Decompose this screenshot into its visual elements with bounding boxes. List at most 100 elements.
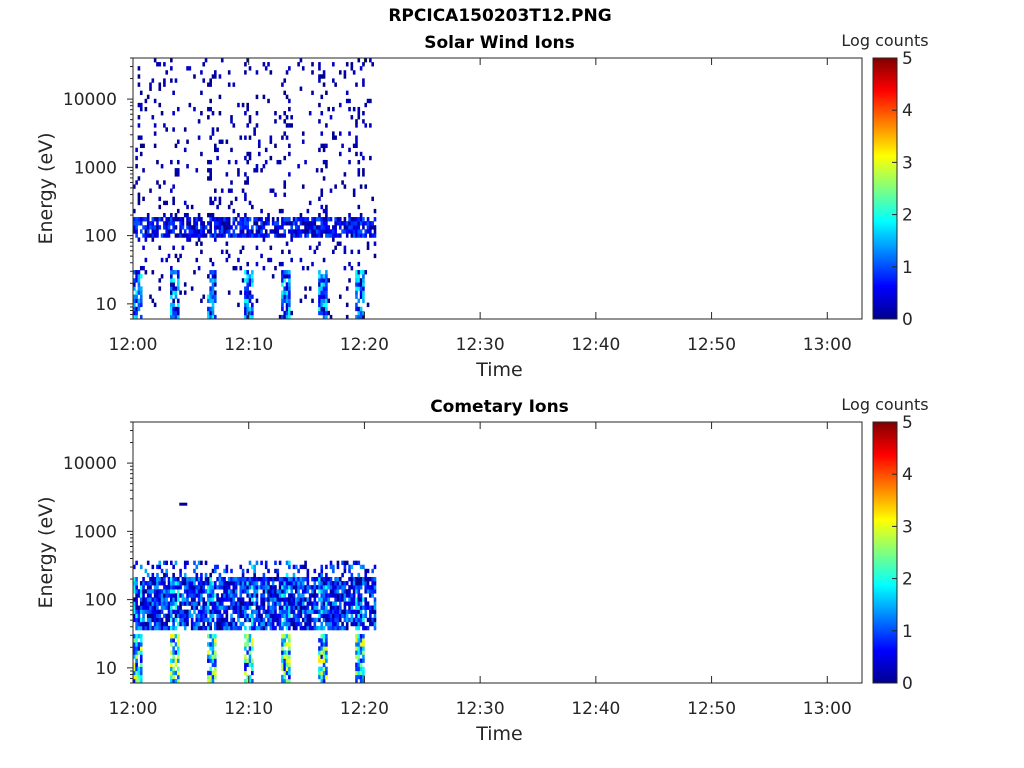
heatmap-cell (325, 605, 328, 610)
heatmap-cell (332, 78, 335, 83)
heatmap-cell (318, 609, 321, 614)
heatmap-cell (338, 605, 342, 610)
heatmap-cell (327, 609, 331, 614)
heatmap-cell (188, 237, 192, 242)
heatmap-cell (133, 674, 136, 680)
heatmap-cell (359, 221, 363, 226)
heatmap-cell (318, 66, 321, 71)
heatmap-cell (257, 217, 261, 222)
heatmap-cell (193, 560, 196, 566)
heatmap-cell (156, 229, 159, 234)
heatmap-cell (251, 204, 254, 210)
heatmap-cell (371, 609, 374, 614)
heatmap-cell (183, 621, 187, 627)
heatmap-cell (216, 613, 219, 619)
heatmap-cell (209, 593, 212, 598)
heatmap-cell (318, 294, 321, 299)
heatmap-cell (151, 298, 155, 303)
y-tick-label: 10 (95, 659, 117, 679)
heatmap-cell (244, 212, 247, 218)
heatmap-cell (172, 634, 175, 639)
heatmap-cell (248, 115, 252, 120)
heatmap-cell (336, 597, 340, 602)
heatmap-cell (255, 560, 259, 566)
heatmap-cell (320, 168, 324, 173)
heatmap-cell (172, 306, 175, 312)
heatmap-cell (267, 257, 270, 263)
heatmap-cell (244, 286, 247, 291)
heatmap-cell (311, 229, 314, 234)
heatmap-cell (202, 609, 206, 614)
heatmap-cell (348, 131, 351, 136)
heatmap-cell (251, 585, 254, 590)
heatmap-cell (295, 225, 298, 230)
heatmap-cell (253, 589, 256, 594)
heatmap-cell (137, 74, 141, 79)
heatmap-cell (350, 576, 354, 582)
heatmap-cell (251, 638, 254, 643)
heatmap-cell (244, 601, 247, 606)
heatmap-cell (336, 593, 340, 598)
heatmap-cell (220, 605, 224, 610)
heatmap-cell (218, 94, 222, 100)
heatmap-cell (188, 225, 192, 230)
heatmap-cell (267, 605, 270, 610)
heatmap-cell (156, 605, 159, 610)
heatmap-cell (248, 560, 252, 566)
heatmap-cell (218, 625, 222, 631)
heatmap-cell (195, 617, 199, 623)
heatmap-cell (176, 642, 180, 647)
heatmap-cell (262, 621, 266, 627)
heatmap-cell (281, 274, 284, 279)
heatmap-cell (214, 568, 217, 574)
heatmap-cell (174, 217, 178, 222)
heatmap-cell (200, 609, 203, 614)
heatmap-cell (359, 581, 363, 586)
heatmap-cell (190, 286, 194, 291)
heatmap-cell (183, 564, 187, 570)
heatmap-cell (139, 298, 143, 303)
heatmap-cell (355, 589, 358, 594)
heatmap-cell (209, 646, 212, 651)
heatmap-cell (357, 593, 361, 598)
heatmap-cell (137, 196, 141, 202)
heatmap-cell (348, 98, 351, 104)
heatmap-cell (264, 597, 268, 602)
heatmap-cell (315, 593, 319, 598)
heatmap-cell (251, 621, 254, 627)
heatmap-cell (290, 257, 293, 263)
heatmap-cell (288, 662, 291, 667)
heatmap-cell (357, 560, 361, 566)
heatmap-cell (142, 625, 145, 631)
heatmap-cell (271, 593, 275, 598)
heatmap-cell (234, 576, 238, 582)
heatmap-cell (290, 115, 293, 120)
heatmap-cell (276, 159, 280, 165)
heatmap-cell (318, 670, 321, 676)
heatmap-cell (283, 310, 287, 316)
heatmap-cell (308, 111, 312, 116)
heatmap-cell (246, 613, 250, 619)
heatmap-cell (230, 147, 233, 153)
heatmap-cell (137, 278, 141, 283)
heatmap-cell (318, 666, 321, 672)
heatmap-cell (214, 605, 217, 610)
heatmap-cell (176, 658, 180, 663)
heatmap-cell (232, 82, 236, 87)
heatmap-cell (355, 286, 358, 291)
heatmap-cell (153, 576, 157, 582)
heatmap-cell (158, 204, 162, 210)
heatmap-cell (204, 613, 208, 619)
heatmap-cell (334, 613, 337, 619)
heatmap-cell (359, 576, 363, 582)
heatmap-cell (227, 576, 231, 582)
heatmap-cell (325, 298, 328, 303)
heatmap-cell (366, 217, 370, 222)
heatmap-cell (301, 184, 305, 189)
heatmap-cell (149, 589, 152, 594)
heatmap-cell (170, 221, 173, 226)
heatmap-cell (260, 168, 263, 173)
heatmap-cell (237, 601, 240, 606)
heatmap-cell (299, 221, 303, 226)
heatmap-cell (135, 217, 138, 222)
